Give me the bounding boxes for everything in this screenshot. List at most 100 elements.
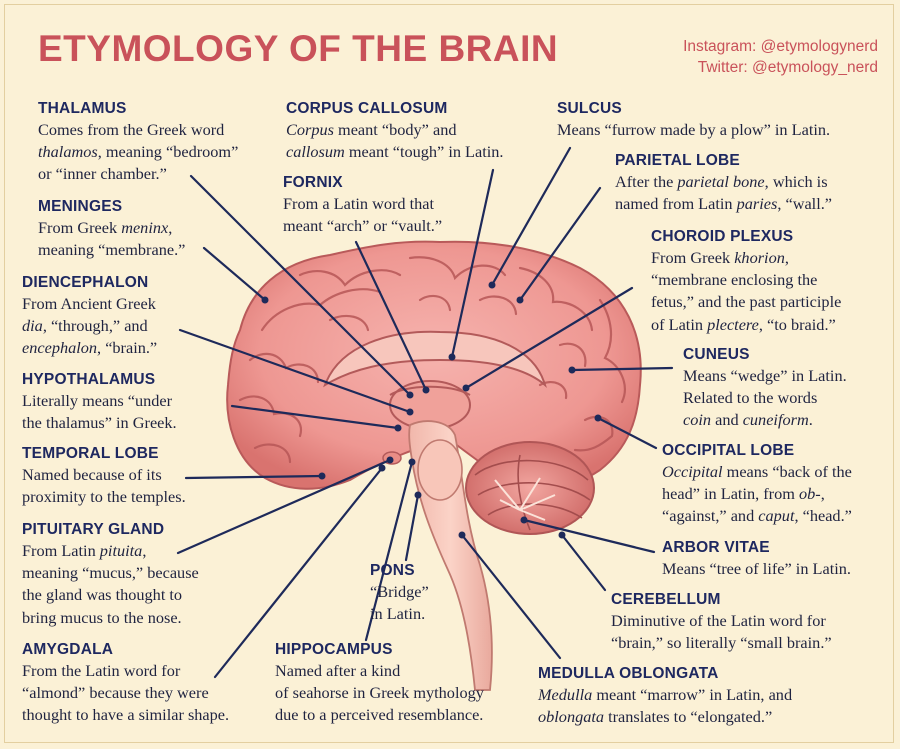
term-text-run: , (142, 541, 147, 560)
term-line: Corpus meant “body” and (286, 119, 504, 141)
term-line: Literally means “under (22, 391, 173, 410)
term-sulcus: SULCUS Means “furrow made by a plow” in … (557, 99, 830, 141)
term-line: due to a perceived resemblance. (275, 705, 484, 725)
term-text-run: means “back of the (722, 462, 852, 481)
term-line: head” in Latin, from ob-, (662, 483, 852, 505)
term-heading: HYPOTHALAMUS (22, 371, 156, 388)
term-text-run: of Latin (651, 314, 708, 334)
term-word: pituita (99, 541, 143, 560)
term-word: khorion (734, 248, 785, 267)
term-line: the gland was thought to (22, 585, 183, 605)
term-text: Means “furrow made by a plow” in Latin. (557, 119, 830, 141)
term-line: After the parietal bone, which is (615, 171, 832, 193)
term-line: coin and cuneiform. (683, 409, 847, 431)
term-parietal-lobe: PARIETAL LOBE After the parietal bone, w… (615, 151, 832, 215)
term-fornix: FORNIX From a Latin word that meant “arc… (283, 173, 442, 237)
term-heading: PITUITARY GLAND (22, 521, 165, 538)
term-line: From Greek khorion, (651, 247, 841, 269)
term-heading: CUNEUS (683, 346, 750, 363)
term-text: From Greek khorion, “membrane enclosing … (651, 247, 841, 336)
term-word: meninx (121, 218, 169, 237)
term-line: “Bridge” (370, 582, 429, 601)
cerebrum (226, 240, 642, 490)
term-text: Medulla meant “marrow” in Latin, and obl… (538, 684, 792, 728)
term-line: “against,” and caput, “head.” (662, 505, 852, 527)
term-line: Means “tree of life” in Latin. (662, 559, 851, 578)
term-heading: AMYGDALA (22, 641, 114, 658)
term-text-run: , “through,” and (42, 316, 148, 336)
term-heading: CORPUS CALLOSUM (286, 100, 448, 117)
instagram-handle[interactable]: Instagram: @etymologynerd (683, 38, 878, 55)
term-line: “almond” because they were (22, 683, 209, 703)
term-temporal-lobe: TEMPORAL LOBE Named because of its proxi… (22, 444, 186, 508)
term-word: caput (758, 506, 795, 526)
leader-dots (261, 281, 602, 539)
term-word: ob- (798, 484, 821, 504)
term-line: “brain,” so literally “small brain.” (611, 633, 832, 653)
term-heading: TEMPORAL LOBE (22, 445, 159, 462)
term-line: in Latin. (370, 604, 426, 624)
term-text: After the parietal bone, which is named … (615, 171, 832, 215)
term-heading: DIENCEPHALON (22, 274, 149, 291)
term-text-run: translates to “elongated.” (604, 707, 773, 727)
term-line: thalamos, meaning “bedroom” (38, 141, 238, 163)
term-text-run: , “to braid.” (758, 314, 836, 334)
term-line: Related to the words (683, 388, 818, 408)
term-line: bring mucus to the nose. (22, 607, 182, 627)
term-line: Named after a kind (275, 661, 401, 680)
term-line: From a Latin word that (283, 194, 435, 213)
term-line: oblongata translates to “elongated.” (538, 706, 792, 728)
term-heading: THALAMUS (38, 100, 127, 117)
term-amygdala: AMYGDALA From the Latin word for “almond… (22, 640, 229, 727)
term-meninges: MENINGES From Greek meninx, meaning “mem… (38, 197, 185, 261)
poster-title: ETYMOLOGY OF THE BRAIN (38, 28, 559, 69)
term-text-run: and (711, 410, 743, 430)
term-word: coin (683, 410, 712, 430)
term-heading: MENINGES (38, 198, 123, 215)
term-occipital-lobe: OCCIPITAL LOBE Occipital means “back of … (662, 441, 852, 528)
term-text-run: , “head.” (794, 506, 852, 526)
term-line: or “inner chamber.” (38, 164, 167, 184)
term-text-run: From Latin (22, 541, 100, 560)
term-text-run: , (784, 248, 789, 267)
term-word: cuneiform (742, 410, 809, 430)
term-heading: CHOROID PLEXUS (651, 228, 794, 245)
term-text-run: From Greek (651, 248, 735, 267)
twitter-handle[interactable]: Twitter: @etymology_nerd (697, 59, 878, 76)
term-line: From Latin pituita, (22, 540, 199, 562)
term-line: thought to have a similar shape. (22, 705, 230, 725)
term-heading: OCCIPITAL LOBE (662, 442, 795, 459)
term-text: From Ancient Greek dia, “through,” and e… (22, 293, 157, 360)
term-text: Comes from the Greek word thalamos, mean… (38, 119, 238, 186)
term-line: From Greek meninx, (38, 217, 185, 239)
term-line: meaning “membrane.” (38, 240, 186, 260)
term-heading: PONS (370, 562, 415, 579)
term-word: Occipital (662, 462, 723, 481)
term-word: oblongata (538, 707, 605, 727)
term-hypothalamus: HYPOTHALAMUS Literally means “under the … (22, 370, 177, 434)
term-text-run: . (808, 410, 813, 430)
term-text-run: , “brain.” (97, 338, 158, 358)
term-word: callosum (286, 142, 345, 162)
term-line: Comes from the Greek word (38, 120, 225, 139)
term-line: “membrane enclosing the (651, 270, 818, 290)
term-line: Named because of its (22, 465, 162, 484)
term-word: dia (22, 316, 43, 336)
term-text: “Bridge” in Latin. (370, 581, 429, 625)
term-line: encephalon, “brain.” (22, 337, 157, 359)
term-heading: HIPPOCAMPUS (275, 641, 393, 658)
term-text: From Greek meninx, meaning “membrane.” (38, 217, 185, 261)
term-line: of Latin plectere, “to braid.” (651, 314, 841, 336)
term-text-run: From Greek (38, 218, 122, 237)
term-text-run: , which is (764, 172, 828, 191)
term-word: Medulla (538, 685, 593, 704)
term-heading: ARBOR VITAE (662, 539, 770, 556)
term-line: Medulla meant “marrow” in Latin, and (538, 684, 792, 706)
term-text-run: named from Latin (615, 194, 737, 214)
term-pituitary-gland: PITUITARY GLAND From Latin pituita, mean… (22, 520, 199, 629)
term-word: Corpus (286, 120, 334, 139)
term-line: Means “wedge” in Latin. (683, 366, 847, 385)
term-heading: CEREBELLUM (611, 591, 721, 608)
term-line: dia, “through,” and (22, 315, 157, 337)
